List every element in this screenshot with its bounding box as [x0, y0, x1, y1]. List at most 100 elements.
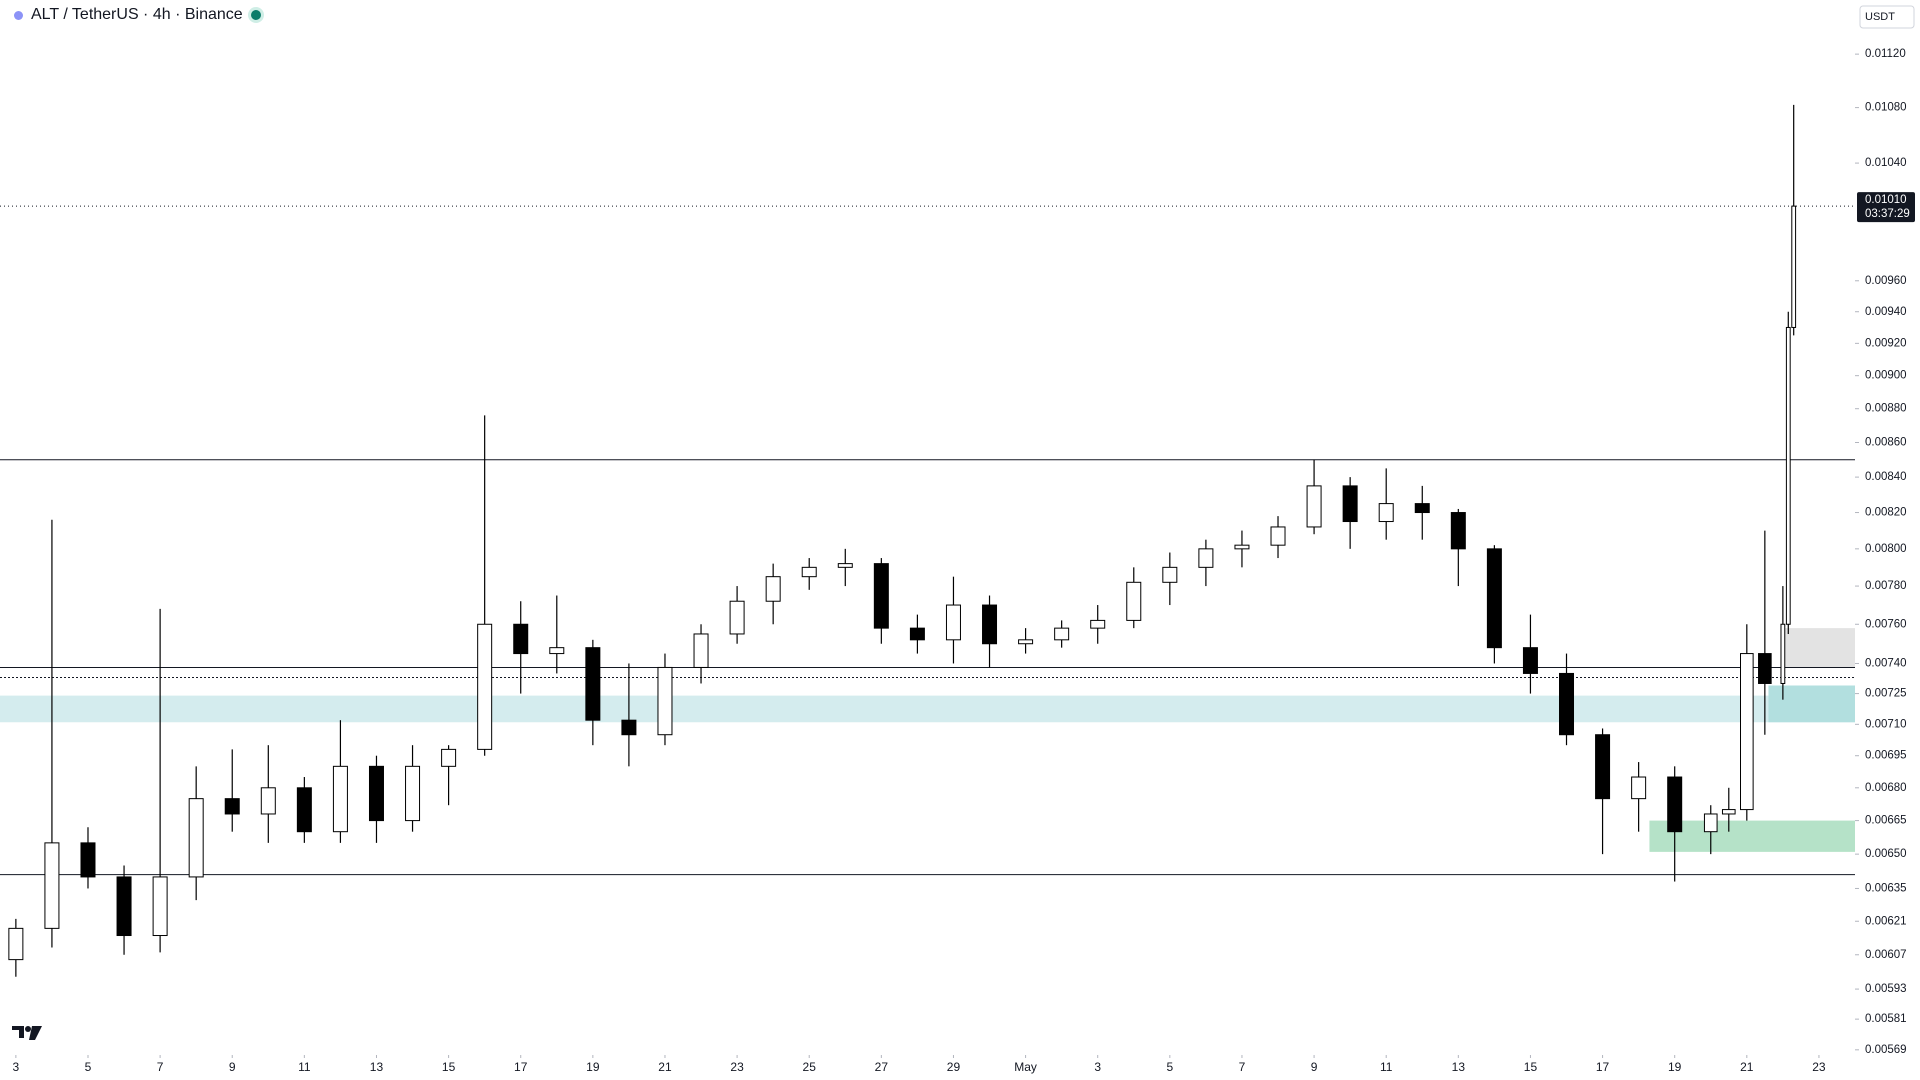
symbol-title[interactable]: ALT / TetherUS · 4h · Binance [31, 6, 243, 23]
candle-body [549, 647, 565, 655]
y-tick-label: 0.00860 [1865, 437, 1907, 449]
y-tick-label: 0.00880 [1865, 403, 1907, 415]
candle-body [945, 604, 961, 641]
candle-body [1378, 503, 1394, 523]
candle-body [1342, 485, 1358, 523]
candle-body [765, 576, 781, 602]
x-tick-label: May [1014, 1060, 1037, 1074]
y-tick-label: 0.00840 [1865, 471, 1907, 483]
symbol-icon [14, 10, 23, 20]
candle-body [224, 798, 240, 815]
x-tick-label: 3 [13, 1060, 20, 1074]
y-tick-label: 0.00665 [1865, 815, 1907, 827]
x-tick-label: 25 [803, 1060, 817, 1074]
y-tick-label: 0.00900 [1865, 370, 1907, 382]
candle-body [1450, 512, 1466, 550]
y-tick-label: 0.00960 [1865, 275, 1907, 287]
y-tick-label: 0.00710 [1865, 718, 1907, 730]
candle-body [1306, 485, 1322, 528]
y-tick-label: 0.00725 [1865, 688, 1907, 700]
x-tick-label: 17 [514, 1060, 528, 1074]
candle-body [1018, 639, 1034, 645]
candle-body [296, 787, 312, 833]
x-tick-label: 21 [658, 1060, 672, 1074]
x-tick-label: 9 [1311, 1060, 1318, 1074]
y-tick-label: 0.00820 [1865, 507, 1907, 519]
drawings [0, 205, 1855, 876]
candle-body [1090, 619, 1106, 629]
zone [1782, 628, 1855, 668]
countdown: 03:37:29 [1865, 208, 1910, 220]
x-tick-label: 19 [586, 1060, 600, 1074]
candle-body [477, 623, 493, 750]
y-tick-label: 0.00920 [1865, 337, 1907, 349]
y-tick-label: 0.00760 [1865, 618, 1907, 630]
y-tick-label: 0.00940 [1865, 306, 1907, 318]
candle-body [1198, 548, 1214, 568]
candle-body [8, 927, 24, 961]
candle-body [982, 604, 998, 645]
candle-body [1780, 623, 1786, 684]
price-axis: USDT 0.01120 0.01080 0.01040 0.00960 0.00940… [13, 5, 1915, 1074]
zone [1649, 820, 1855, 852]
candle-body [1522, 647, 1538, 674]
x-tick-label: 7 [157, 1060, 164, 1074]
zone [0, 695, 1855, 723]
candle-body [188, 798, 204, 878]
y-tick-label: 0.00740 [1865, 658, 1907, 670]
x-tick-label: 21 [1740, 1060, 1754, 1074]
x-tick-label: 15 [442, 1060, 456, 1074]
candle-body [1162, 566, 1178, 583]
x-tick-label: 23 [730, 1060, 744, 1074]
candle-body [657, 666, 673, 736]
x-tick-label: 13 [1452, 1060, 1466, 1074]
candle-body [441, 748, 457, 767]
candle-body [368, 765, 384, 822]
candle-body [116, 876, 132, 937]
currency-box[interactable] [1859, 5, 1915, 29]
zones [0, 628, 1855, 852]
y-tick-label: 0.00650 [1865, 848, 1907, 860]
x-tick-label: 3 [1094, 1060, 1101, 1074]
candle-body [1126, 581, 1142, 621]
currency: USDT [1865, 11, 1895, 23]
tv-logo [12, 1026, 42, 1040]
candle-body [1054, 627, 1070, 641]
x-tick-label: 19 [1668, 1060, 1682, 1074]
candle-body [873, 563, 889, 629]
candle-body [1758, 653, 1772, 684]
candle-body [909, 627, 925, 641]
x-tick-label: 7 [1239, 1060, 1246, 1074]
last-price-box [1857, 192, 1915, 223]
candle-body [1631, 776, 1647, 800]
candle-body [1703, 813, 1718, 833]
y-tick-label: 0.00607 [1865, 949, 1907, 961]
x-tick-label: 17 [1596, 1060, 1610, 1074]
candle-body [585, 647, 601, 721]
candle-body [1740, 653, 1754, 811]
x-tick-label: 11 [1380, 1060, 1393, 1074]
x-tick-label: 11 [298, 1060, 311, 1074]
candle-body [513, 623, 529, 655]
y-tick-label: 0.00621 [1865, 915, 1907, 927]
y-tick-label: 0.00780 [1865, 580, 1907, 592]
y-tick-label: 0.01120 [1865, 48, 1906, 60]
candle-body [801, 566, 817, 578]
y-tick-label: 0.00695 [1865, 750, 1907, 762]
candle-body [1721, 809, 1736, 815]
candle-body [1270, 526, 1286, 546]
candle-body [1595, 734, 1611, 800]
candle-body [332, 765, 348, 833]
candle-body [152, 876, 168, 937]
candle-body [1486, 548, 1502, 649]
candle-body [1234, 544, 1250, 550]
y-tick-label: 0.01040 [1865, 157, 1907, 169]
y-tick-label: 0.00635 [1865, 882, 1907, 894]
candle-body [621, 719, 637, 736]
x-tick-label: 23 [1812, 1060, 1826, 1074]
market-status [250, 10, 261, 20]
symbol-header: ALT / TetherUS · 4h · Binance [14, 6, 261, 24]
candle-body [260, 787, 276, 815]
